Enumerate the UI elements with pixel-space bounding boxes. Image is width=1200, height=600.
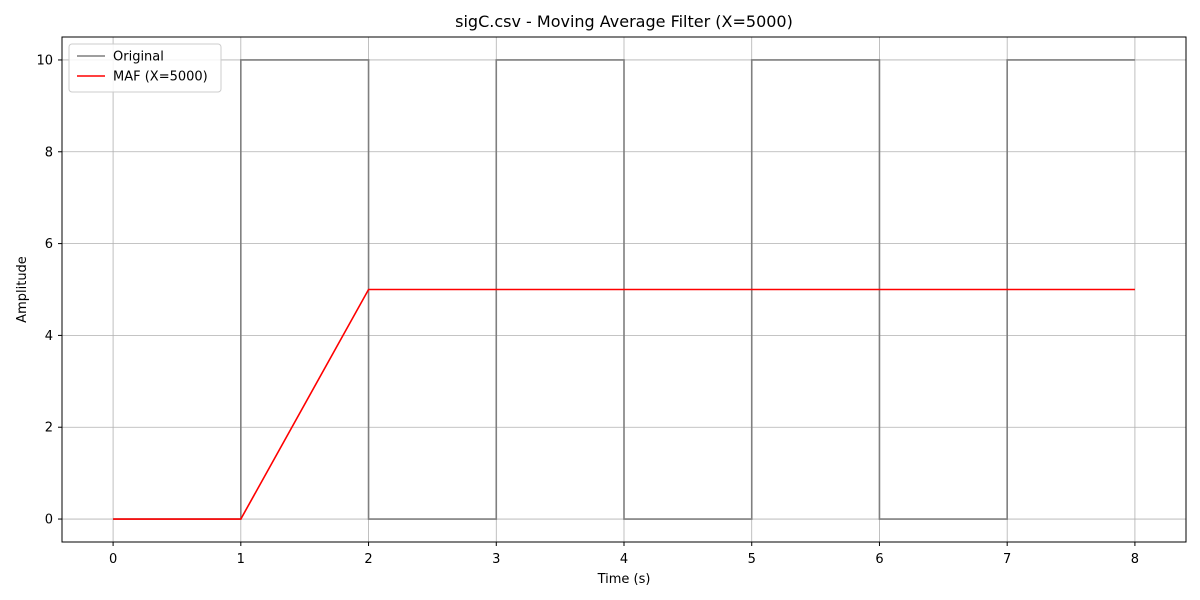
series-layer	[113, 59, 1135, 520]
y-tick-label: 2	[45, 421, 53, 436]
y-tick-label: 6	[45, 237, 53, 252]
legend-box	[68, 43, 222, 93]
chart-title: sigC.csv - Moving Average Filter (X=5000…	[455, 12, 793, 31]
x-tick-label: 6	[875, 552, 883, 567]
x-tick-label: 3	[492, 552, 500, 567]
y-tick-label: 10	[36, 53, 53, 68]
series-maf-line	[113, 288, 1135, 520]
x-tick-label: 8	[1131, 552, 1139, 567]
x-tick-label: 1	[237, 552, 245, 567]
y-axis-label: Amplitude	[15, 256, 30, 323]
x-tick-label: 2	[364, 552, 372, 567]
y-tick-label: 4	[45, 329, 53, 344]
x-tick-label: 7	[1003, 552, 1011, 567]
legend-label: MAF (X=5000)	[113, 70, 208, 85]
x-tick-label: 0	[109, 552, 117, 567]
x-tick-label: 5	[748, 552, 756, 567]
y-tick-label: 8	[45, 145, 53, 160]
legend: Original MAF (X=5000)	[68, 43, 222, 93]
x-axis-label: Time (s)	[597, 572, 651, 587]
x-tick-label: 4	[620, 552, 628, 567]
ticks: 0 1 2 3 4 5 6 7 8 0 2 4 6 8 10	[36, 53, 1139, 567]
y-tick-label: 0	[45, 513, 53, 528]
legend-label: Original	[113, 50, 164, 65]
